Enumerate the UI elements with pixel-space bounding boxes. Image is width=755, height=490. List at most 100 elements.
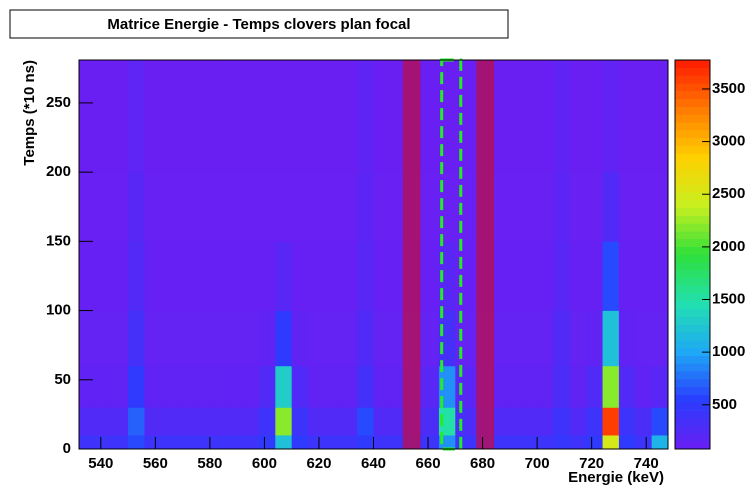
- selection-region: [476, 59, 494, 450]
- heatmap-cell: [160, 60, 178, 173]
- colorbar-step: [675, 67, 710, 76]
- heatmap-cell: [226, 435, 243, 450]
- heatmap-cell: [340, 60, 358, 173]
- heatmap-cell: [520, 365, 538, 408]
- heatmap-cell: [569, 60, 587, 173]
- heatmap-cell: [144, 435, 162, 450]
- colorbar-tick-label: 1000: [712, 343, 745, 360]
- heatmap-cell: [438, 310, 456, 367]
- heatmap-cell: [95, 172, 113, 242]
- heatmap-cell: [144, 310, 162, 367]
- heatmap-cell: [504, 172, 522, 242]
- heatmap-cell: [602, 60, 620, 173]
- heatmap-cell: [651, 310, 669, 367]
- heatmap-cell: [602, 241, 620, 311]
- title-box: [9, 9, 509, 39]
- heatmap-cell: [537, 435, 554, 450]
- heatmap-cell: [635, 365, 652, 408]
- heatmap-cell: [95, 241, 113, 311]
- heatmap-cell: [193, 241, 211, 311]
- colorbar-step: [675, 98, 710, 107]
- x-axis-title: Energie (keV): [568, 469, 664, 486]
- heatmap-cell: [422, 407, 440, 436]
- heatmap-cell: [340, 435, 358, 450]
- heatmap-cell: [177, 365, 194, 408]
- heatmap-cell: [160, 365, 178, 408]
- heatmap-cell: [537, 365, 554, 408]
- heatmap-cell: [79, 435, 96, 450]
- heatmap-cell: [324, 407, 342, 436]
- heatmap-cell: [520, 407, 538, 436]
- colorbar-tick-label: 2000: [712, 238, 745, 255]
- heatmap-cell: [553, 172, 571, 242]
- heatmap-cell: [455, 60, 472, 173]
- heatmap-cell: [357, 241, 374, 311]
- colorbar-step: [675, 340, 710, 349]
- heatmap-cell: [275, 435, 292, 450]
- heatmap-cell: [128, 407, 145, 436]
- heatmap-cell: [275, 60, 292, 173]
- y-tick-label: 50: [54, 371, 71, 388]
- heatmap-cell: [537, 310, 554, 367]
- selection-region: [402, 59, 421, 450]
- heatmap-cell: [553, 365, 571, 408]
- heatmap-cell: [520, 435, 538, 450]
- colorbar-step: [675, 433, 710, 442]
- heatmap-cell: [340, 310, 358, 367]
- x-tick-label: 720: [579, 455, 604, 472]
- heatmap-cell: [586, 172, 603, 242]
- heatmap-cell: [553, 435, 571, 450]
- heatmap-cell: [504, 241, 522, 311]
- heatmap-cell: [308, 435, 325, 450]
- heatmap-cell: [193, 172, 211, 242]
- colorbar-tick-label: 2500: [712, 185, 745, 202]
- heatmap-cell: [569, 241, 587, 311]
- colorbar-step: [675, 402, 710, 411]
- heatmap-cell: [209, 310, 227, 367]
- heatmap-cell: [373, 241, 391, 311]
- heatmap-cell: [177, 172, 194, 242]
- heatmap-cell: [209, 407, 227, 436]
- heatmap-cell: [520, 172, 538, 242]
- heatmap-cell: [79, 172, 96, 242]
- heatmap-cell: [651, 435, 669, 450]
- heatmap-cell: [455, 365, 472, 408]
- colorbar-step: [675, 371, 710, 380]
- colorbar-step: [675, 254, 710, 263]
- x-tick-label: 660: [416, 455, 441, 472]
- heatmap-cell: [340, 407, 358, 436]
- heatmap-cell: [389, 310, 407, 367]
- heatmap-cell: [324, 310, 342, 367]
- colorbar-step: [675, 114, 710, 123]
- colorbar-step: [675, 417, 710, 426]
- colorbar-tick-label: 3500: [712, 80, 745, 97]
- heatmap-cell: [422, 435, 440, 450]
- heatmap-cell: [177, 60, 194, 173]
- colorbar-step: [675, 83, 710, 92]
- heatmap-cell: [177, 310, 194, 367]
- heatmap-cell: [504, 310, 522, 367]
- heatmap-cell: [357, 60, 374, 173]
- heatmap-cell: [586, 60, 603, 173]
- colorbar-step: [675, 184, 710, 193]
- y-tick-label: 150: [46, 232, 71, 249]
- heatmap-cell: [258, 435, 276, 450]
- heatmap-cell: [242, 365, 260, 408]
- colorbar-step: [675, 363, 710, 372]
- heatmap-cell: [242, 241, 260, 311]
- heatmap-cell: [242, 60, 260, 173]
- heatmap-cell: [193, 365, 211, 408]
- heatmap-cell: [422, 241, 440, 311]
- heatmap-cell: [144, 172, 162, 242]
- heatmap-cell: [651, 365, 669, 408]
- heatmap-cell: [618, 407, 636, 436]
- heatmap-cell: [635, 407, 652, 436]
- heatmap-cell: [160, 310, 178, 367]
- heatmap-cell: [308, 172, 325, 242]
- heatmap-cell: [569, 365, 587, 408]
- heatmap-cell: [144, 241, 162, 311]
- heatmap-cell: [95, 310, 113, 367]
- heatmap-cell: [79, 310, 96, 367]
- colorbar-frame: [674, 59, 711, 450]
- heatmap-cell: [291, 310, 309, 367]
